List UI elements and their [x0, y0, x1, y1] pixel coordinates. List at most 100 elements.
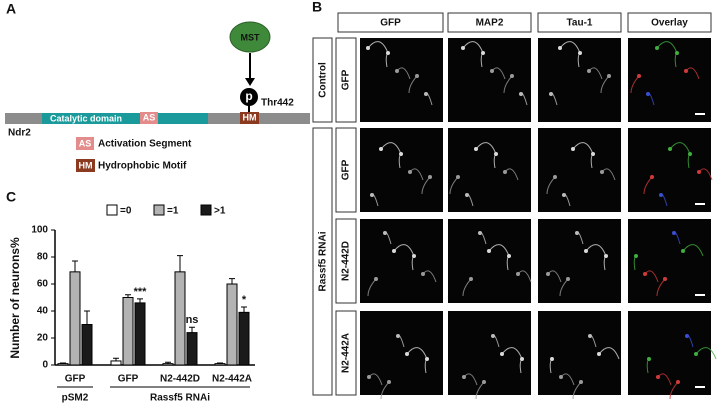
soma: [366, 46, 370, 50]
soma: [491, 334, 495, 338]
error-bar: [189, 326, 195, 333]
neurite: [488, 244, 510, 257]
column-header: GFP: [380, 18, 401, 29]
error-bar: [60, 362, 66, 364]
soma: [469, 277, 473, 281]
hm-label: HM: [243, 112, 257, 122]
y-tick-label: 100: [31, 225, 48, 236]
neurite: [572, 142, 594, 155]
soma: [367, 375, 371, 379]
soma: [685, 334, 689, 338]
legend-label: =0: [120, 206, 132, 217]
micrograph: [360, 219, 443, 303]
panel-label: B: [312, 0, 322, 15]
error-bar: [84, 310, 90, 325]
catalytic-domain: [158, 113, 208, 124]
bar-chart: 0 20 40 60 80 100 =0 =1 >1 *** ns * GFP GFP N2-442D N2-…: [31, 204, 255, 404]
y-tick-label: 20: [37, 333, 49, 344]
legend-label: >1: [214, 206, 226, 217]
legend-label: =1: [167, 206, 179, 217]
soma: [503, 170, 507, 174]
soma: [647, 357, 651, 361]
group-box: [312, 127, 333, 396]
error-bar: [125, 294, 131, 298]
soma: [379, 147, 383, 151]
neurite: [656, 41, 678, 54]
soma: [571, 147, 575, 151]
soma: [597, 352, 601, 356]
soma: [383, 231, 387, 235]
column-header-box: [537, 12, 622, 33]
soma: [566, 277, 570, 281]
soma: [578, 51, 582, 55]
neurite: [682, 244, 704, 257]
phospho-label: p: [245, 89, 252, 103]
soma: [579, 380, 583, 384]
soma: [415, 74, 419, 78]
bar: [134, 302, 146, 366]
micrograph: [448, 311, 531, 395]
legend-text: Hydrophobic Motif: [98, 161, 187, 172]
neurite: [462, 41, 484, 54]
panel-label: A: [6, 1, 16, 17]
micrograph: [538, 219, 621, 303]
row-label: N2-442D: [341, 241, 352, 281]
soma: [634, 254, 638, 258]
micrograph: [628, 38, 711, 122]
micrograph: [628, 128, 711, 212]
soma: [519, 92, 523, 96]
neurite: [367, 41, 389, 54]
y-tick-label: 40: [37, 306, 49, 317]
legend-text: Activation Segment: [98, 139, 192, 150]
error-bar: [165, 361, 171, 364]
soma: [588, 334, 592, 338]
column-header-box: [627, 12, 712, 33]
soma: [675, 51, 679, 55]
legend-box: [76, 159, 95, 172]
x-tick-label: N2-442D: [160, 374, 200, 385]
soma: [604, 254, 608, 258]
soma: [370, 193, 374, 197]
micrograph-grid: GFP MAP2 Tau-1 Overlay Control GFP Rassf5 RNAi…: [312, 12, 717, 400]
group-label: Rassf5 RNAi: [318, 231, 329, 291]
soma: [386, 51, 390, 55]
error-bar: [72, 260, 78, 272]
soma: [600, 170, 604, 174]
y-axis-label: Number of neurons%: [8, 237, 22, 359]
soma: [676, 380, 680, 384]
micrograph: [360, 128, 443, 212]
soma: [425, 357, 429, 361]
micrograph: [628, 219, 711, 303]
soma: [482, 380, 486, 384]
neurite: [475, 142, 497, 155]
significance: ***: [134, 286, 148, 298]
soma: [659, 193, 663, 197]
as-label: AS: [143, 112, 156, 122]
legend-swatch: [200, 204, 212, 216]
bar: [110, 360, 122, 366]
bar: [69, 271, 81, 366]
soma: [490, 69, 494, 73]
soma: [494, 152, 498, 156]
domain-label: Catalytic domain: [50, 113, 122, 123]
soma: [462, 375, 466, 379]
soma: [387, 380, 391, 384]
bar: [81, 324, 93, 366]
soma: [587, 69, 591, 73]
column-header-box: [337, 12, 444, 33]
soma: [396, 334, 400, 338]
group-label: Control: [318, 62, 329, 98]
group-label: Rassf5 RNAi: [150, 393, 210, 404]
soma: [487, 249, 491, 253]
soma: [562, 193, 566, 197]
legend-abbr: HM: [79, 160, 93, 170]
soma: [549, 92, 553, 96]
bar: [226, 283, 238, 366]
column-header: MAP2: [476, 18, 504, 29]
neurite: [585, 244, 607, 257]
micrograph: [360, 311, 443, 395]
x-tick-label: GFP: [118, 374, 139, 385]
soma: [478, 231, 482, 235]
soma: [668, 147, 672, 151]
